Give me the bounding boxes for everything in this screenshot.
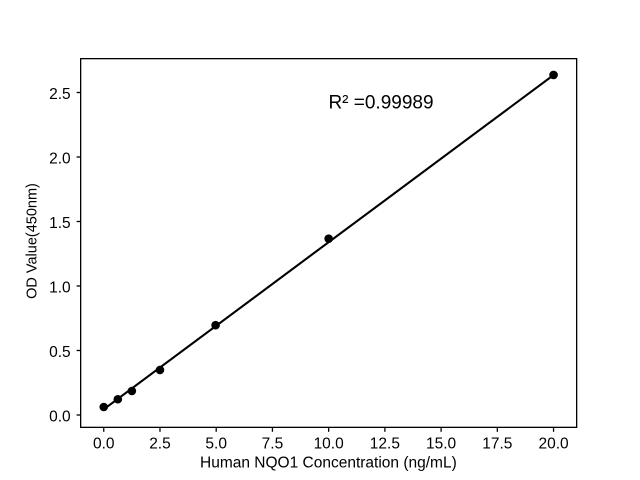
svg-text:2.0: 2.0 — [49, 151, 71, 168]
svg-text:20.0: 20.0 — [538, 436, 569, 453]
svg-text:15.0: 15.0 — [426, 436, 457, 453]
svg-text:12.5: 12.5 — [370, 436, 400, 453]
svg-text:1.5: 1.5 — [49, 215, 71, 232]
svg-text:17.5: 17.5 — [482, 436, 512, 453]
svg-text:2.5: 2.5 — [149, 436, 171, 453]
svg-text:0.0: 0.0 — [49, 409, 71, 426]
svg-text:Human NQO1 Concentration (ng/m: Human NQO1 Concentration (ng/mL) — [200, 455, 457, 472]
svg-text:0.5: 0.5 — [49, 344, 71, 361]
svg-text:2.5: 2.5 — [49, 86, 71, 103]
svg-text:10.0: 10.0 — [314, 436, 345, 453]
svg-text:1.0: 1.0 — [49, 280, 71, 297]
svg-text:OD Value(450nm): OD Value(450nm) — [25, 183, 41, 299]
svg-text:7.5: 7.5 — [262, 436, 284, 453]
svg-text:R² =0.99989: R² =0.99989 — [328, 92, 433, 113]
svg-text:0.0: 0.0 — [93, 436, 115, 453]
svg-text:5.0: 5.0 — [205, 436, 227, 453]
